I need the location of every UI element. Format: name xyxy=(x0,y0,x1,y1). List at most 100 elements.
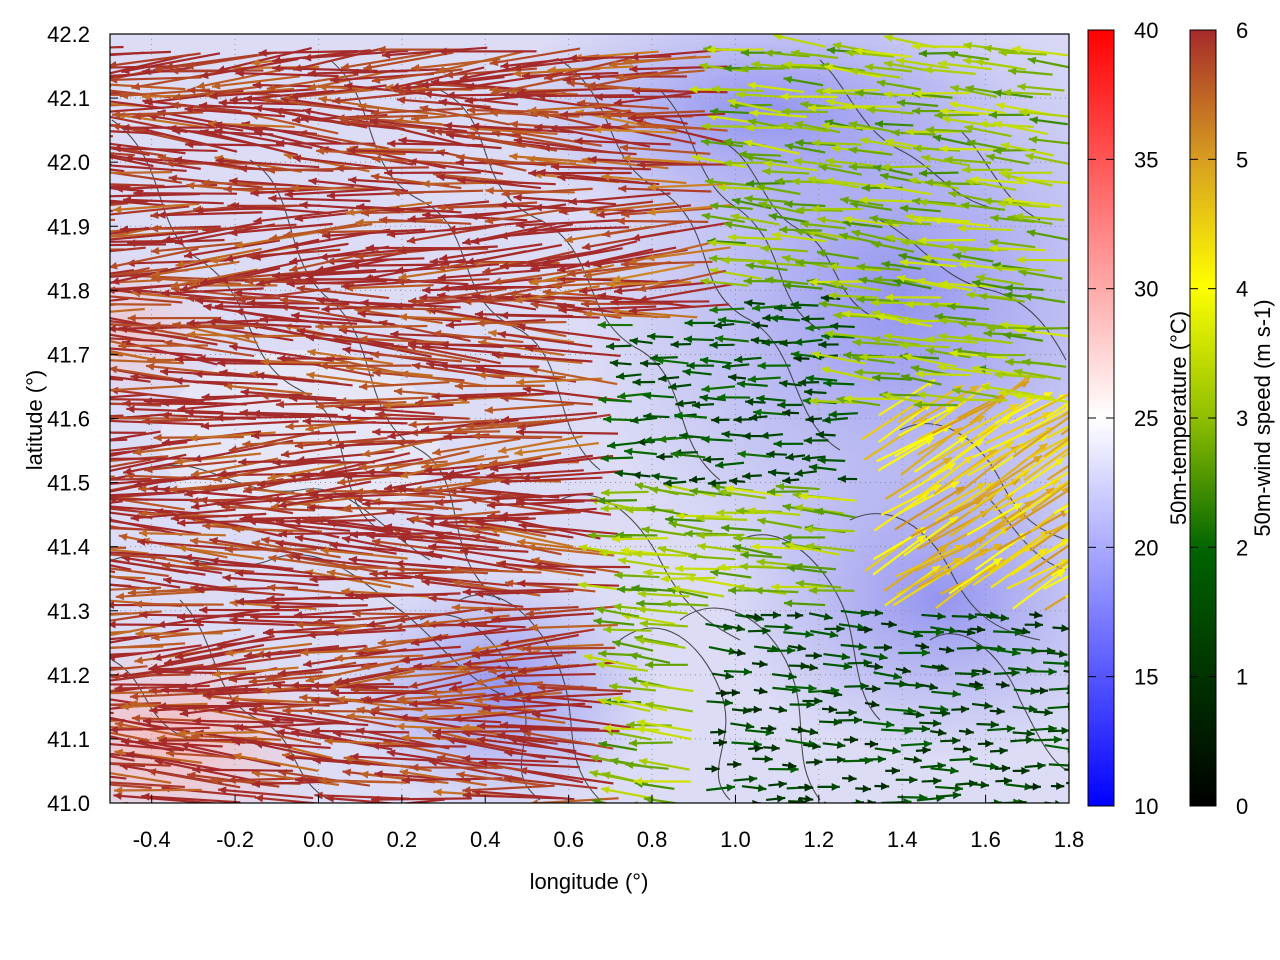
wind-vector-head xyxy=(803,436,812,445)
wind-vector xyxy=(1046,424,1069,440)
wind-vector-head xyxy=(578,544,588,552)
wind-vector-head xyxy=(77,758,85,766)
wind-vector-head xyxy=(992,558,1002,566)
wind-vector xyxy=(177,731,265,735)
wind-vector xyxy=(129,691,222,698)
wind-vector-head xyxy=(370,108,380,117)
wind-vector-head xyxy=(377,45,386,54)
wind-vector-head xyxy=(633,777,643,786)
wind-vector-head xyxy=(557,173,566,182)
wind-vector-head xyxy=(786,564,796,573)
wind-vector xyxy=(476,320,567,325)
wind-vector xyxy=(447,700,537,712)
wind-vector-head xyxy=(300,648,309,657)
wind-vector-head xyxy=(976,274,985,282)
wind-vector xyxy=(432,437,521,455)
wind-vector xyxy=(691,155,747,169)
wind-vector xyxy=(341,536,443,559)
wind-vector-head xyxy=(516,495,525,504)
wind-vector-head xyxy=(621,260,630,269)
wind-vector xyxy=(696,516,748,521)
wind-vector-head xyxy=(891,128,900,137)
wind-vector-head xyxy=(48,322,57,330)
wind-vector-head xyxy=(909,775,918,784)
wind-vector xyxy=(278,531,376,536)
wind-vector-head xyxy=(202,225,211,234)
wind-vector-head xyxy=(186,330,196,339)
wind-vector-head xyxy=(360,209,370,217)
wind-vector-head xyxy=(999,746,1008,755)
wind-vector xyxy=(747,83,805,94)
wind-vector xyxy=(230,725,322,746)
wind-vector-head xyxy=(382,401,392,410)
wind-vector-head xyxy=(451,603,460,612)
wind-vector-head xyxy=(923,740,933,748)
wind-vector-head xyxy=(177,729,186,738)
wind-vector xyxy=(110,553,167,560)
wind-vector xyxy=(307,629,406,637)
wind-vector-head xyxy=(276,517,285,526)
wind-vector xyxy=(383,525,486,539)
wind-vector-head xyxy=(267,473,277,481)
wind-vector-head xyxy=(525,609,535,618)
wind-vector-head xyxy=(945,242,954,251)
wind-vector-head xyxy=(962,745,971,754)
wind-vector-head xyxy=(440,340,449,349)
wind-vector xyxy=(113,794,218,803)
wind-vector-head xyxy=(1014,175,1024,184)
wind-vector xyxy=(516,86,619,94)
wind-vector-head xyxy=(89,694,98,702)
wind-vector-head xyxy=(311,696,320,705)
wind-vector-head xyxy=(950,766,959,775)
wind-vector xyxy=(883,334,936,343)
wind-vector xyxy=(392,528,481,551)
wind-vector-head xyxy=(1053,735,1063,744)
wind-vector xyxy=(292,46,386,71)
wind-vector xyxy=(110,337,165,343)
wind-vector-head xyxy=(645,701,654,710)
wind-vector-head xyxy=(152,321,161,330)
wind-vector-head xyxy=(435,498,444,507)
wind-vector-head xyxy=(157,211,166,219)
wind-vector xyxy=(110,431,147,434)
wind-vector-head xyxy=(932,484,942,492)
wind-vector-head xyxy=(833,311,842,320)
wind-vector-head xyxy=(616,372,625,381)
wind-vector-head xyxy=(624,447,633,456)
wind-vector-head xyxy=(59,777,67,785)
wind-vector-head xyxy=(296,327,306,336)
temperature-colorbar-tick-label: 20 xyxy=(1134,535,1158,560)
wind-vector xyxy=(110,303,172,306)
wind-vector-head xyxy=(142,67,151,76)
wind-vector xyxy=(326,257,425,263)
wind-vector-head xyxy=(939,107,949,116)
wind-vector-head xyxy=(640,359,649,368)
wind-vector xyxy=(990,547,1048,589)
wind-vector-head xyxy=(483,293,493,302)
wind-vector-head xyxy=(852,338,861,347)
wind-vector xyxy=(284,187,389,196)
wind-vector-head xyxy=(1043,392,1053,400)
wind-vector-head xyxy=(161,561,171,570)
wind-vector-head xyxy=(285,552,295,561)
wind-vector xyxy=(793,159,843,168)
wind-vector xyxy=(272,66,378,72)
wind-vector-head xyxy=(849,67,859,76)
wind-vector xyxy=(386,750,488,769)
wind-vector-head xyxy=(512,63,522,72)
wind-vector-head xyxy=(363,696,373,705)
wind-vector xyxy=(955,415,1011,459)
wind-vector-head xyxy=(737,450,746,459)
wind-vector xyxy=(110,320,145,327)
wind-vector xyxy=(1025,470,1069,499)
wind-vector-head xyxy=(401,733,410,742)
wind-vector-head xyxy=(100,287,108,295)
wind-vector-head xyxy=(893,672,902,681)
wind-vector xyxy=(238,459,341,464)
wind-vector-head xyxy=(359,645,369,654)
temperature-colorbar-tick-label: 35 xyxy=(1134,147,1158,172)
wind-vector-head xyxy=(14,723,23,731)
wind-vector xyxy=(966,502,1023,536)
wind-vector xyxy=(235,721,340,729)
wind-vector-head xyxy=(395,277,404,286)
